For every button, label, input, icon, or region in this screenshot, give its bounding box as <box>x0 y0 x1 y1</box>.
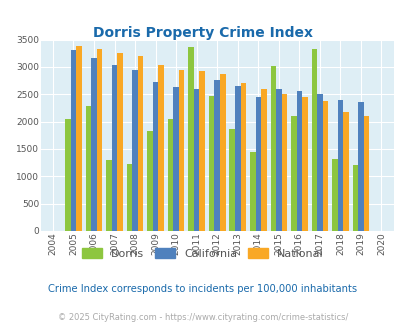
Bar <box>275 89 281 231</box>
Bar <box>117 53 123 231</box>
Bar <box>132 70 138 231</box>
Bar <box>363 115 369 231</box>
Bar <box>342 112 348 231</box>
Bar <box>91 58 96 231</box>
Bar <box>290 116 296 231</box>
Bar <box>76 46 81 231</box>
Bar <box>179 70 184 231</box>
Bar <box>147 131 152 231</box>
Bar <box>352 165 357 231</box>
Bar <box>281 94 286 231</box>
Bar <box>337 100 342 231</box>
Bar <box>331 159 337 231</box>
Bar <box>70 50 76 231</box>
Bar <box>138 56 143 231</box>
Bar <box>188 47 194 231</box>
Bar <box>173 87 179 231</box>
Bar <box>194 89 199 231</box>
Bar <box>316 94 322 231</box>
Bar <box>234 85 240 231</box>
Legend: Dorris, California, National: Dorris, California, National <box>77 244 328 263</box>
Bar <box>296 91 301 231</box>
Text: Crime Index corresponds to incidents per 100,000 inhabitants: Crime Index corresponds to incidents per… <box>48 284 357 294</box>
Bar <box>214 80 220 231</box>
Bar <box>199 71 205 231</box>
Bar <box>357 102 363 231</box>
Bar <box>229 129 234 231</box>
Bar <box>260 89 266 231</box>
Bar <box>96 50 102 231</box>
Bar <box>270 66 275 231</box>
Bar <box>209 96 214 231</box>
Bar <box>158 65 164 231</box>
Bar <box>322 101 327 231</box>
Bar <box>240 83 245 231</box>
Bar <box>249 152 255 231</box>
Text: Dorris Property Crime Index: Dorris Property Crime Index <box>93 26 312 40</box>
Bar <box>311 50 316 231</box>
Bar <box>255 97 260 231</box>
Bar <box>167 119 173 231</box>
Bar <box>301 97 307 231</box>
Bar <box>65 119 70 231</box>
Bar <box>85 106 91 231</box>
Bar <box>111 65 117 231</box>
Bar <box>220 74 225 231</box>
Bar <box>126 164 132 231</box>
Bar <box>106 160 111 231</box>
Bar <box>152 82 158 231</box>
Text: © 2025 CityRating.com - https://www.cityrating.com/crime-statistics/: © 2025 CityRating.com - https://www.city… <box>58 313 347 322</box>
